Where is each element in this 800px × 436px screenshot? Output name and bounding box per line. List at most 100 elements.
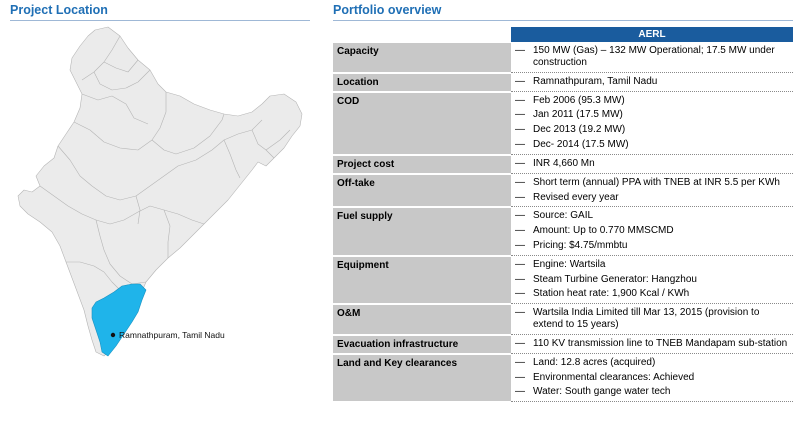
row-value: — Land: 12.8 acres (acquired) — Environment… bbox=[511, 355, 793, 403]
bullet-item: — Source: GAIL bbox=[515, 210, 791, 222]
bullet-item: — Amount: Up to 0.770 MMSCMD bbox=[515, 225, 791, 237]
right-title-divider bbox=[333, 20, 793, 21]
bullet-text: 150 MW (Gas) – 132 MW Operational; 17.5 … bbox=[533, 45, 775, 68]
row-label: Evacuation infrastructure bbox=[333, 335, 511, 354]
table-row: Location — Ramnathpuram, Tamil Nadu bbox=[333, 73, 793, 93]
bullet-item: — Engine: Wartsila bbox=[515, 259, 791, 271]
dash-bullet: — bbox=[515, 239, 525, 251]
dash-bullet: — bbox=[515, 288, 525, 300]
bullet-item: — Dec- 2014 (17.5 MW) bbox=[515, 139, 791, 151]
row-label: Land and Key clearances bbox=[333, 354, 511, 403]
bullet-item: — 110 KV transmission line to TNEB Mandap… bbox=[515, 338, 791, 350]
bullet-item: — Pricing: $4.75/mmbtu bbox=[515, 240, 791, 252]
row-label: Project cost bbox=[333, 155, 511, 174]
bullet-text: Dec 2013 (19.2 MW) bbox=[533, 124, 626, 136]
dash-bullet: — bbox=[515, 307, 525, 319]
row-value: — 110 KV transmission line to TNEB Mandap… bbox=[511, 336, 793, 354]
dash-bullet: — bbox=[515, 157, 525, 169]
dash-bullet: — bbox=[515, 124, 525, 136]
bullet-item: — Steam Turbine Generator: Hangzhou bbox=[515, 274, 791, 286]
bullet-text: Source: GAIL bbox=[533, 210, 594, 222]
bullet-text: Dec- 2014 (17.5 MW) bbox=[533, 138, 629, 150]
bullet-item: — Jan 2011 (17.5 MW) bbox=[515, 109, 791, 121]
left-title-divider bbox=[10, 20, 310, 21]
dash-bullet: — bbox=[515, 210, 525, 222]
india-outline bbox=[17, 26, 303, 357]
dash-bullet: — bbox=[515, 109, 525, 121]
bullet-item: — Dec 2013 (19.2 MW) bbox=[515, 124, 791, 136]
dash-bullet: — bbox=[515, 337, 525, 349]
bullet-text: Wartsila India Limited till Mar 13, 2015… bbox=[533, 307, 760, 330]
project-location-title: Project Location bbox=[10, 3, 108, 17]
row-value: — Short term (annual) PPA with TNEB at IN… bbox=[511, 175, 793, 208]
bullet-text: Land: 12.8 acres (acquired) bbox=[533, 356, 656, 368]
bullet-item: — Station heat rate: 1,900 Kcal / KWh bbox=[515, 288, 791, 300]
dash-bullet: — bbox=[515, 225, 525, 237]
bullet-text: Water: South gange water tech bbox=[533, 386, 671, 398]
table-body: Capacity — 150 MW (Gas) – 132 MW Operation… bbox=[333, 43, 793, 404]
row-value: — Feb 2006 (95.3 MW) — Jan 2011 (17.5 MW) — D… bbox=[511, 93, 793, 155]
table-header-aerl: AERL bbox=[511, 27, 793, 42]
bullet-text: Environmental clearances: Achieved bbox=[533, 371, 695, 383]
row-value: — Engine: Wartsila — Steam Turbine Generato… bbox=[511, 257, 793, 305]
portfolio-table: AERL Capacity — 150 MW (Gas) – 132 MW Oper… bbox=[333, 27, 793, 404]
table-row: Capacity — 150 MW (Gas) – 132 MW Operation… bbox=[333, 43, 793, 74]
dash-bullet: — bbox=[515, 75, 525, 87]
dash-bullet: — bbox=[515, 371, 525, 383]
table-row: Evacuation infrastructure — 110 KV transmi… bbox=[333, 335, 793, 355]
location-dot bbox=[110, 332, 116, 338]
row-value: — INR 4,660 Mn bbox=[511, 156, 793, 174]
row-value: — Source: GAIL — Amount: Up to 0.770 MMSCMD… bbox=[511, 208, 793, 256]
bullet-item: — Environmental clearances: Achieved bbox=[515, 372, 791, 384]
bullet-text: Station heat rate: 1,900 Kcal / KWh bbox=[533, 288, 690, 300]
bullet-item: — Water: South gange water tech bbox=[515, 386, 791, 398]
bullet-item: — Land: 12.8 acres (acquired) bbox=[515, 357, 791, 369]
bullet-text: Jan 2011 (17.5 MW) bbox=[533, 109, 623, 121]
tamil-nadu-region bbox=[91, 283, 147, 357]
dash-bullet: — bbox=[515, 138, 525, 150]
dash-bullet: — bbox=[515, 356, 525, 368]
table-row: O&M — Wartsila India Limited till Mar 13, … bbox=[333, 305, 793, 336]
bullet-text: Short term (annual) PPA with TNEB at INR… bbox=[533, 176, 780, 188]
table-row: Land and Key clearances — Land: 12.8 acres… bbox=[333, 354, 793, 404]
table-row: COD — Feb 2006 (95.3 MW) — Jan 2011 (17.5 MW… bbox=[333, 92, 793, 156]
bullet-item: — Ramnathpuram, Tamil Nadu bbox=[515, 76, 791, 88]
table-row: Fuel supply — Source: GAIL — Amount: Up to 0… bbox=[333, 208, 793, 257]
bullet-text: Steam Turbine Generator: Hangzhou bbox=[533, 273, 697, 285]
bullet-item: — Wartsila India Limited till Mar 13, 201… bbox=[515, 307, 791, 331]
bullet-text: Revised every year bbox=[533, 191, 619, 203]
row-label: Fuel supply bbox=[333, 208, 511, 256]
india-map: Ramnathpuram, Tamil Nadu bbox=[17, 26, 303, 357]
bullet-text: Pricing: $4.75/mmbtu bbox=[533, 239, 628, 251]
portfolio-overview-title: Portfolio overview bbox=[333, 3, 442, 17]
row-label: Capacity bbox=[333, 43, 511, 73]
bullet-text: Amount: Up to 0.770 MMSCMD bbox=[533, 225, 674, 237]
dash-bullet: — bbox=[515, 258, 525, 270]
dash-bullet: — bbox=[515, 191, 525, 203]
row-label: Off-take bbox=[333, 174, 511, 208]
row-label: Location bbox=[333, 73, 511, 92]
row-value: — 150 MW (Gas) – 132 MW Operational; 17.5… bbox=[511, 43, 793, 73]
bullet-item: — Revised every year bbox=[515, 192, 791, 204]
dash-bullet: — bbox=[515, 176, 525, 188]
bullet-text: 110 KV transmission line to TNEB Mandapa… bbox=[533, 337, 788, 349]
bullet-item: — Feb 2006 (95.3 MW) bbox=[515, 95, 791, 107]
row-label: O&M bbox=[333, 305, 511, 335]
row-value: — Ramnathpuram, Tamil Nadu bbox=[511, 74, 793, 92]
bullet-text: Feb 2006 (95.3 MW) bbox=[533, 94, 625, 106]
row-value: — Wartsila India Limited till Mar 13, 201… bbox=[511, 305, 793, 335]
dash-bullet: — bbox=[515, 45, 525, 56]
row-label: Equipment bbox=[333, 256, 511, 305]
dash-bullet: — bbox=[515, 273, 525, 285]
bullet-item: — INR 4,660 Mn bbox=[515, 158, 791, 170]
map-location-label: Ramnathpuram, Tamil Nadu bbox=[119, 330, 225, 340]
table-row: Off-take — Short term (annual) PPA with TN… bbox=[333, 174, 793, 209]
row-label: COD bbox=[333, 92, 511, 155]
table-row: Project cost — INR 4,660 Mn bbox=[333, 155, 793, 175]
bullet-text: INR 4,660 Mn bbox=[533, 157, 595, 169]
bullet-item: — Short term (annual) PPA with TNEB at IN… bbox=[515, 177, 791, 189]
table-row: Equipment — Engine: Wartsila — Steam Turbine… bbox=[333, 256, 793, 306]
table-header-blank bbox=[333, 27, 511, 42]
table-header-row: AERL bbox=[333, 27, 793, 43]
dash-bullet: — bbox=[515, 386, 525, 398]
